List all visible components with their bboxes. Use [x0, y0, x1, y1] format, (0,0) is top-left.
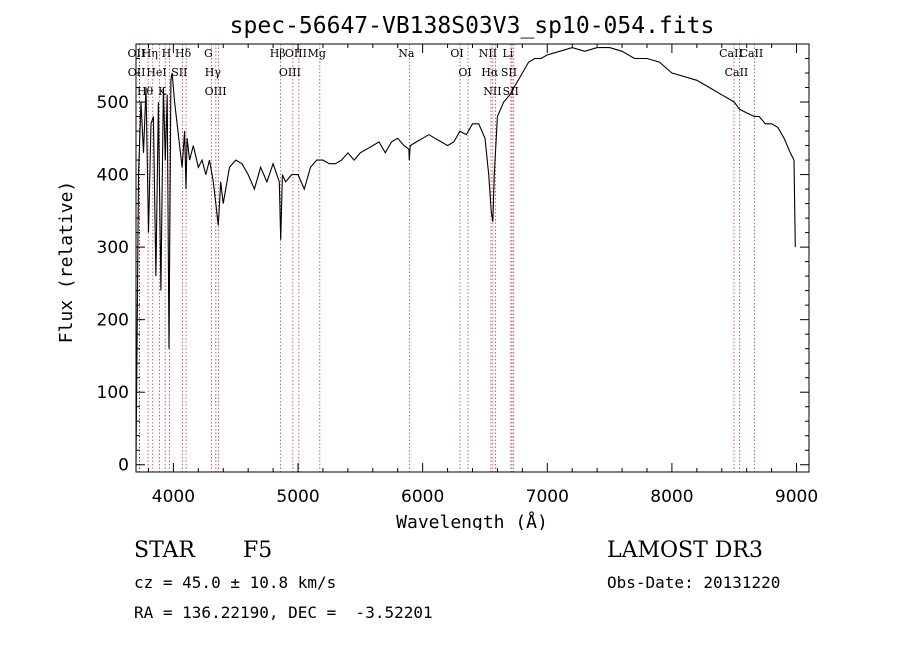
x-tick-label: 8000 [650, 487, 693, 507]
x-tick-label: 7000 [526, 487, 569, 507]
line-label: CaII [740, 47, 764, 60]
line-label: OIII [279, 66, 301, 79]
line-label: Hδ [175, 47, 192, 60]
object-class: STAR [134, 538, 195, 563]
line-label: OII [128, 66, 146, 79]
redshift-velocity: cz = 45.0 ± 10.8 km/s [134, 573, 337, 592]
spectrum-chart: spec-56647-VB138S03V3_sp10-054.fits OII O… [56, 13, 818, 530]
object-subclass: F5 [243, 538, 273, 563]
line-label: Hθ [137, 85, 154, 98]
line-label: Hγ [205, 66, 222, 79]
line-label: HeI [146, 66, 166, 79]
line-label: SII [503, 85, 519, 98]
line-label: K [158, 85, 167, 98]
line-label: Na [398, 47, 415, 60]
line-label: OIII [205, 85, 227, 98]
line-label: CaII [725, 66, 749, 79]
coordinates: RA = 136.22190, DEC = -3.52201 [134, 603, 433, 622]
x-tick-label: 6000 [401, 487, 444, 507]
observation-date: Obs-Date: 20131220 [607, 573, 781, 592]
x-axis: 4000 5000 6000 7000 8000 9000 [147, 44, 818, 507]
line-label: Hα [481, 66, 499, 79]
x-tick-label: 5000 [276, 487, 319, 507]
line-label: OIII [285, 47, 307, 60]
line-label: G [204, 47, 213, 60]
y-tick-label: 400 [97, 166, 129, 186]
line-label: Li [502, 47, 513, 60]
emission-line-markers [139, 44, 755, 472]
line-label: Hη [142, 47, 158, 60]
line-label: H [162, 47, 172, 60]
x-axis-label: Wavelength (Å) [396, 511, 548, 530]
line-label: SII [501, 66, 517, 79]
y-tick-label: 300 [97, 238, 129, 258]
line-label: NII [479, 47, 497, 60]
x-tick-label: 4000 [152, 487, 195, 507]
line-label: Mg [308, 47, 326, 60]
survey-name: LAMOST DR3 [607, 538, 763, 563]
line-label: OI [458, 66, 471, 79]
y-tick-label: 500 [97, 93, 129, 113]
chart-title: spec-56647-VB138S03V3_sp10-054.fits [230, 13, 715, 39]
line-label: OI [450, 47, 463, 60]
y-axis: 0 100 200 300 400 500 [97, 58, 809, 476]
y-tick-label: 200 [97, 311, 129, 331]
line-label: SII [171, 66, 187, 79]
line-label: Hβ [270, 47, 286, 60]
line-label: CaII [719, 47, 743, 60]
line-label: NII [483, 85, 501, 98]
y-tick-label: 0 [118, 456, 129, 476]
y-axis-label: Flux (relative) [56, 181, 77, 344]
x-tick-label: 9000 [775, 487, 818, 507]
y-tick-label: 100 [97, 383, 129, 403]
spectrum-line [135, 47, 796, 465]
plot-frame [135, 43, 810, 473]
